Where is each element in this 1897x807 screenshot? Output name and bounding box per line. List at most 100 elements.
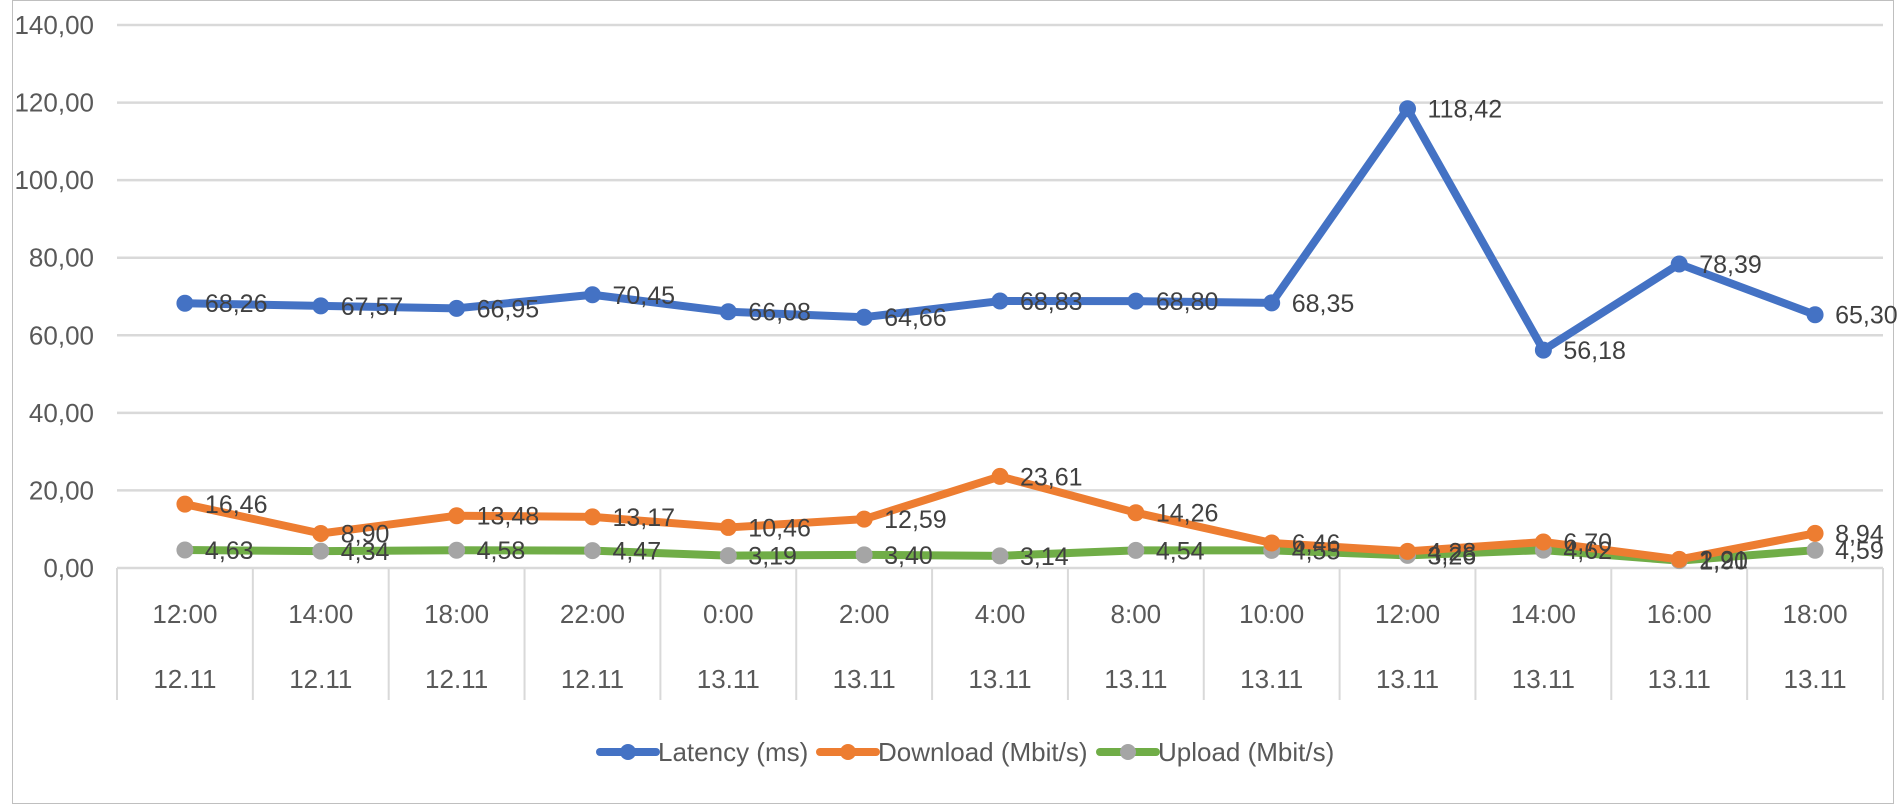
chart-frame — [12, 0, 1894, 804]
data-label: 4,34 — [341, 538, 390, 566]
data-label: 4,62 — [1563, 537, 1612, 565]
x-tick-label-time: 12:00 — [1375, 599, 1440, 629]
y-tick-label: 60,00 — [29, 320, 94, 350]
x-tick-label-time: 18:00 — [424, 599, 489, 629]
x-tick-label-date: 13.11 — [833, 664, 896, 694]
data-label: 3,40 — [884, 542, 933, 570]
data-point — [1263, 534, 1281, 552]
data-label: 67,57 — [341, 293, 404, 321]
x-tick-label-date: 13.11 — [1512, 664, 1575, 694]
data-label: 68,83 — [1020, 288, 1083, 316]
x-tick-label-time: 12:00 — [152, 599, 217, 629]
data-point — [583, 286, 601, 304]
legend-label: Upload (Mbit/s) — [1158, 737, 1334, 767]
data-label: 3,14 — [1020, 543, 1069, 571]
data-label: 4,28 — [1428, 538, 1477, 566]
y-tick-label: 120,00 — [14, 88, 94, 118]
y-axis: 0,00 20,00 40,00 60,00 80,00 100,00 120,00 140,… — [14, 10, 94, 583]
series-line — [180, 104, 1820, 355]
data-point — [1127, 504, 1145, 522]
legend-marker — [620, 744, 636, 760]
data-label: 12,59 — [884, 506, 947, 534]
data-labels: 68,26 67,57 66,95 70,45 66,08 64,66 68,83 68,80… — [205, 96, 1897, 576]
data-label: 64,66 — [884, 304, 947, 332]
x-tick-label-date: 12.11 — [153, 664, 216, 694]
legend: Latency (ms) Download (Mbit/s) Upload (Mbi… — [596, 737, 1334, 767]
data-label: 4,54 — [1156, 537, 1205, 565]
x-tick-label-date: 13.11 — [1648, 664, 1711, 694]
data-point — [1670, 550, 1688, 568]
data-label: 16,46 — [205, 491, 268, 519]
data-label: 4,55 — [1292, 537, 1341, 565]
data-point — [855, 510, 873, 528]
x-tick-label-time: 14:00 — [1511, 599, 1576, 629]
data-point — [855, 546, 873, 564]
gridlines — [117, 23, 1883, 570]
data-label: 1,90 — [1699, 548, 1748, 576]
data-point — [719, 547, 737, 565]
y-tick-label: 40,00 — [29, 398, 94, 428]
y-tick-label: 140,00 — [14, 10, 94, 40]
legend-marker — [840, 744, 856, 760]
data-label: 4,47 — [612, 538, 661, 566]
data-point — [176, 294, 194, 312]
data-label: 68,35 — [1292, 290, 1355, 318]
data-label: 70,45 — [612, 282, 675, 310]
data-label: 8,90 — [341, 520, 390, 548]
x-tick-label-date: 12.11 — [289, 664, 352, 694]
data-point — [991, 547, 1009, 565]
data-point — [1399, 542, 1417, 560]
data-label: 4,59 — [1835, 537, 1884, 565]
x-tick-label-date: 12.11 — [425, 664, 488, 694]
x-tick-label-date: 13.11 — [1240, 664, 1303, 694]
x-tick-label-time: 4:00 — [975, 599, 1026, 629]
data-point — [1534, 341, 1552, 359]
x-tick-label-date: 13.11 — [1376, 664, 1439, 694]
data-point — [719, 518, 737, 536]
data-label: 13,48 — [477, 503, 540, 531]
data-point — [991, 467, 1009, 485]
data-label: 68,80 — [1156, 288, 1219, 316]
data-point — [583, 542, 601, 560]
y-tick-label: 20,00 — [29, 475, 94, 505]
data-point — [176, 541, 194, 559]
data-label: 8,94 — [1835, 520, 1884, 548]
x-tick-label-time: 10:00 — [1239, 599, 1304, 629]
data-point — [312, 297, 330, 315]
x-tick-label-time: 18:00 — [1783, 599, 1848, 629]
data-label: 10,46 — [748, 514, 811, 542]
data-point — [1670, 255, 1688, 273]
data-label: 78,39 — [1699, 251, 1762, 279]
data-point — [448, 541, 466, 559]
data-point — [312, 542, 330, 560]
x-tick-label-time: 22:00 — [560, 599, 625, 629]
data-point — [583, 508, 601, 526]
x-tick-label-date: 13.11 — [968, 664, 1031, 694]
y-tick-label: 80,00 — [29, 243, 94, 273]
data-point — [1806, 541, 1824, 559]
data-point — [448, 299, 466, 317]
y-tick-label: 100,00 — [14, 165, 94, 195]
data-label: 14,26 — [1156, 500, 1219, 528]
data-label: 23,61 — [1020, 463, 1083, 491]
data-label: 13,17 — [612, 504, 675, 532]
x-axis: 12:00 12.11 14:00 12.11 18:00 12.11 22:00 12.11… — [116, 568, 1884, 700]
legend-label: Download (Mbit/s) — [878, 737, 1088, 767]
data-label: 56,18 — [1563, 337, 1626, 365]
series-lines — [176, 100, 1824, 570]
data-point — [448, 507, 466, 525]
data-point — [1534, 533, 1552, 551]
x-tick-label-date: 13.11 — [1104, 664, 1167, 694]
data-label: 68,26 — [205, 290, 268, 318]
data-point — [1263, 294, 1281, 312]
data-point — [1806, 524, 1824, 542]
x-tick-label-date: 13.11 — [1784, 664, 1847, 694]
data-label: 3,26 — [1428, 542, 1477, 570]
legend-label: Latency (ms) — [658, 737, 808, 767]
data-point — [1127, 292, 1145, 310]
data-point — [1127, 541, 1145, 559]
data-point — [855, 308, 873, 326]
data-label: 4,63 — [205, 537, 254, 565]
x-tick-label-time: 14:00 — [288, 599, 353, 629]
data-point — [719, 303, 737, 321]
